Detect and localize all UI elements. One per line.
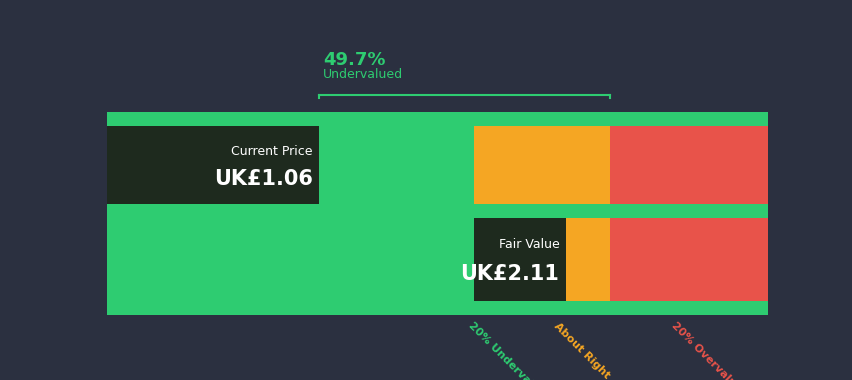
Bar [610, 127, 767, 204]
Bar [473, 218, 566, 301]
Text: About Right: About Right [552, 321, 612, 380]
Bar [106, 204, 767, 218]
Bar [106, 218, 473, 301]
Bar [610, 218, 767, 301]
Bar [473, 127, 610, 204]
Text: Fair Value: Fair Value [498, 238, 559, 251]
Text: 20% Undervalued: 20% Undervalued [466, 321, 550, 380]
Text: UK£2.11: UK£2.11 [460, 264, 559, 284]
Text: UK£1.06: UK£1.06 [214, 169, 313, 189]
Text: 20% Overvalued: 20% Overvalued [669, 321, 747, 380]
Text: 49.7%: 49.7% [322, 51, 385, 69]
Bar [106, 301, 767, 315]
Bar [473, 218, 610, 301]
Text: Current Price: Current Price [231, 145, 313, 158]
Bar [106, 127, 320, 204]
Bar [106, 112, 767, 127]
Bar [106, 127, 473, 204]
Text: Undervalued: Undervalued [322, 68, 402, 81]
